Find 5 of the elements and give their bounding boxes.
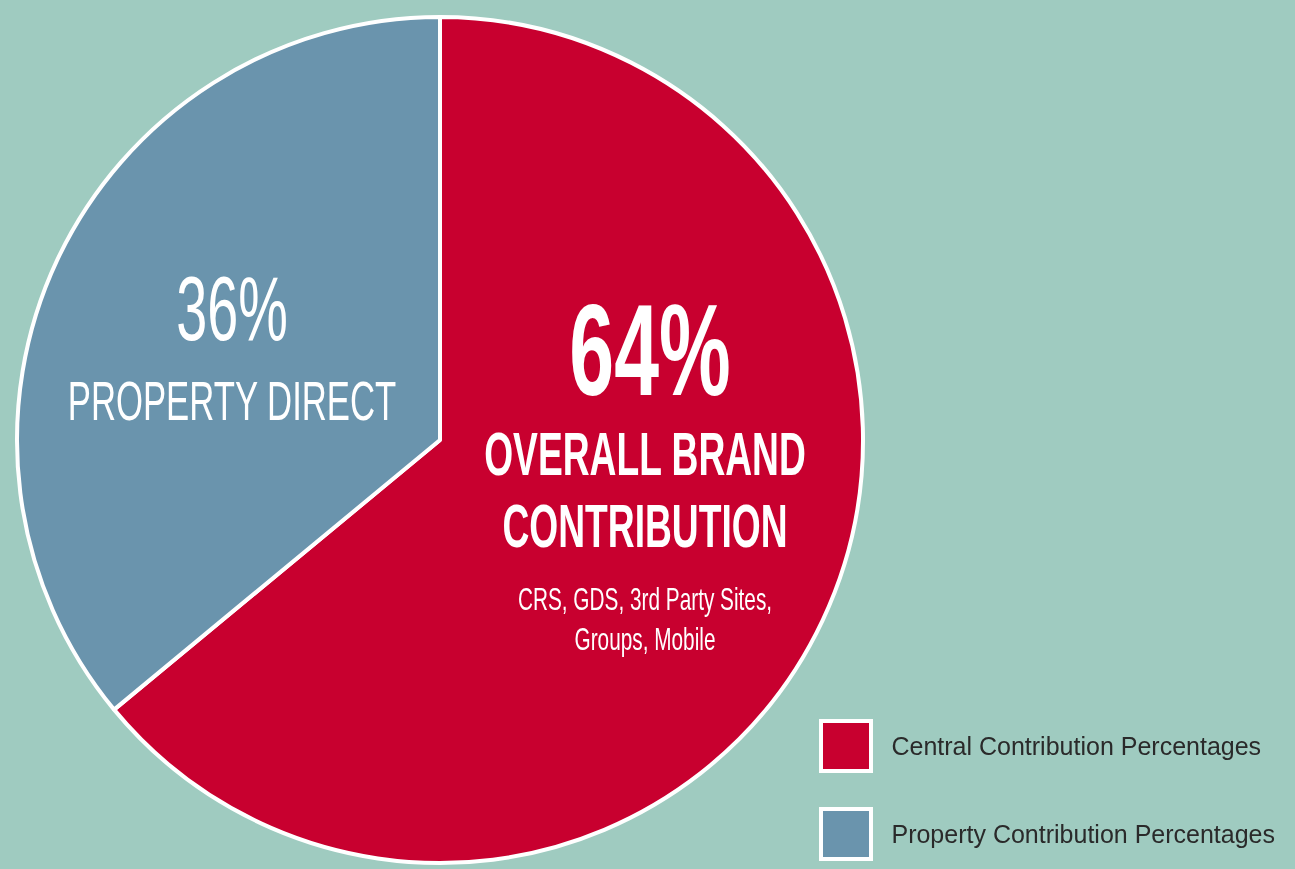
text: PROPERTY DIRECT xyxy=(67,369,397,433)
text: CRS, GDS, 3rd Party Sites, Groups, Mobile xyxy=(517,581,773,658)
legend-label: Property Contribution Percentages xyxy=(891,819,1275,849)
data-label: 36% xyxy=(176,258,288,360)
legend-label: Central Contribution Percentages xyxy=(891,731,1262,761)
